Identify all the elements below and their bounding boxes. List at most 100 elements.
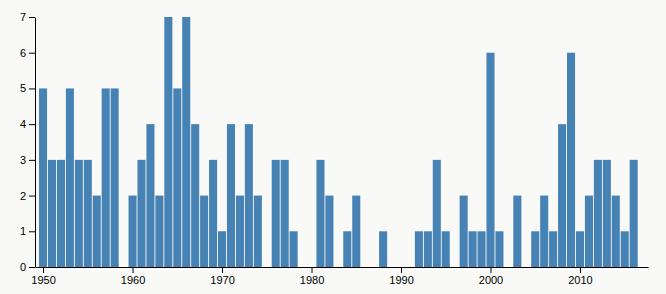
bar xyxy=(299,267,307,268)
bar xyxy=(460,196,468,267)
bar xyxy=(182,17,190,267)
bar xyxy=(513,196,521,267)
bar xyxy=(218,231,226,267)
y-tick-mark xyxy=(29,124,35,125)
bar xyxy=(129,196,137,267)
bar xyxy=(603,160,611,267)
y-tick-label: 3 xyxy=(20,154,26,166)
x-tick-mark xyxy=(490,267,491,273)
x-tick: 2000 xyxy=(479,267,503,286)
bar xyxy=(227,124,235,267)
bar xyxy=(281,160,289,267)
y-tick-mark xyxy=(29,17,35,18)
bar xyxy=(316,160,324,267)
x-tick: 1960 xyxy=(121,267,145,286)
bar xyxy=(495,231,503,267)
y-tick: 7 xyxy=(20,11,35,23)
y-tick-mark xyxy=(29,231,35,232)
bar xyxy=(451,267,459,268)
y-tick-label: 1 xyxy=(20,225,26,237)
y-axis-line xyxy=(35,18,36,268)
x-tick: 1990 xyxy=(389,267,413,286)
y-tick: 6 xyxy=(20,47,35,59)
bar xyxy=(263,267,271,268)
bar xyxy=(478,231,486,267)
x-tick-label: 1980 xyxy=(300,274,324,286)
y-tick-mark xyxy=(29,53,35,54)
y-tick: 3 xyxy=(20,154,35,166)
y-tick-mark xyxy=(29,196,35,197)
bar xyxy=(245,124,253,267)
bar xyxy=(612,196,620,267)
bar xyxy=(361,267,369,268)
x-tick: 1950 xyxy=(31,267,55,286)
bar xyxy=(48,160,56,267)
bar xyxy=(576,231,584,267)
bar xyxy=(549,231,557,267)
bar xyxy=(84,160,92,267)
y-tick: 5 xyxy=(20,82,35,94)
y-tick: 4 xyxy=(20,118,35,130)
y-axis: 01234567 xyxy=(20,11,36,273)
x-tick-mark xyxy=(222,267,223,273)
x-tick: 2010 xyxy=(568,267,592,286)
bar xyxy=(433,160,441,267)
bar xyxy=(334,267,342,268)
y-tick-label: 2 xyxy=(20,190,26,202)
bar xyxy=(155,196,163,267)
bar xyxy=(585,196,593,267)
bar xyxy=(209,160,217,267)
y-tick-label: 7 xyxy=(20,11,26,23)
bar xyxy=(325,196,333,267)
bar xyxy=(522,267,530,268)
bar xyxy=(200,196,208,267)
bar xyxy=(137,160,145,267)
bar xyxy=(146,124,154,267)
bar xyxy=(75,160,83,267)
bars xyxy=(39,17,638,267)
bar xyxy=(540,196,548,267)
bar xyxy=(93,196,101,267)
bar xyxy=(66,88,74,267)
chart: 195019601970198019902000201001234567 xyxy=(0,0,666,294)
y-tick: 1 xyxy=(20,225,35,237)
y-tick-mark xyxy=(29,160,35,161)
bar xyxy=(290,231,298,267)
bar xyxy=(558,124,566,267)
x-axis-line xyxy=(36,267,649,268)
bar xyxy=(406,267,414,268)
x-tick-label: 1960 xyxy=(121,274,145,286)
x-tick-label: 2010 xyxy=(568,274,592,286)
x-tick-mark xyxy=(580,267,581,273)
bar xyxy=(531,231,539,267)
y-tick-label: 5 xyxy=(20,82,26,94)
x-tick-label: 1990 xyxy=(389,274,413,286)
bar xyxy=(236,196,244,267)
bar xyxy=(630,160,638,267)
x-tick: 1980 xyxy=(300,267,324,286)
x-tick-mark xyxy=(133,267,134,273)
bar xyxy=(191,124,199,267)
bar xyxy=(111,88,119,267)
bar xyxy=(120,267,128,268)
x-tick-mark xyxy=(401,267,402,273)
y-tick: 2 xyxy=(20,190,35,202)
bar xyxy=(164,17,172,267)
x-tick-label: 1950 xyxy=(31,274,55,286)
bar xyxy=(173,88,181,267)
x-tick-mark xyxy=(312,267,313,273)
bar xyxy=(424,231,432,267)
bar xyxy=(594,160,602,267)
x-axis: 1950196019701980199020002010 xyxy=(31,267,648,286)
x-tick-mark xyxy=(43,267,44,273)
bar xyxy=(343,231,351,267)
bar xyxy=(388,267,396,268)
bar xyxy=(272,160,280,267)
bar xyxy=(469,231,477,267)
y-tick-mark xyxy=(29,267,35,268)
bar xyxy=(352,196,360,267)
bar xyxy=(57,160,65,267)
bar xyxy=(621,231,629,267)
bar xyxy=(307,267,315,268)
bar xyxy=(102,88,110,267)
